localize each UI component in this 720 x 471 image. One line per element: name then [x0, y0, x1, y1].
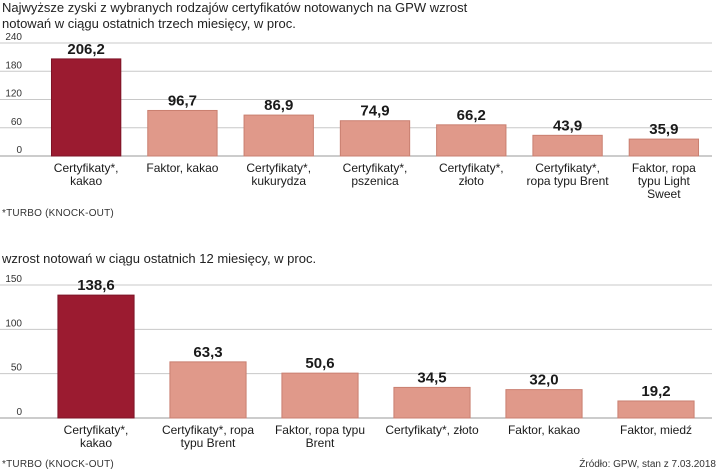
chart1-ytick-60: 60 — [11, 117, 23, 128]
chart1-bar-1 — [147, 109, 218, 157]
chart2-category-label-1-1: typu Brent — [181, 436, 236, 450]
chart1-category-label-3-0: Certyfikaty*, — [343, 161, 408, 175]
chart2-footnote: *TURBO (KNOCK-OUT) — [2, 459, 114, 470]
chart2-category-label-4-0: Faktor, kakao — [508, 423, 580, 437]
chart2-value-label-2: 50,6 — [305, 355, 334, 372]
chart1-category-label-5-0: Certyfikaty*, — [535, 161, 600, 175]
chart2-category-label-0-1: kakao — [80, 436, 112, 450]
chart1-ytick-180: 180 — [5, 60, 22, 71]
chart1-category-label-0-0: Certyfikaty*, — [54, 161, 119, 175]
chart2-bar-1 — [169, 361, 247, 419]
chart1-bar-4 — [436, 124, 507, 157]
chart1-value-label-4: 66,2 — [457, 107, 486, 124]
chart1-bar-2 — [243, 114, 314, 157]
chart1-value-label-0: 206,2 — [67, 41, 105, 58]
chart1-category-label-0-1: kakao — [70, 174, 102, 188]
chart2-ytick-100: 100 — [5, 318, 22, 329]
chart2-bar-5 — [617, 400, 695, 419]
chart2-bar-4 — [505, 389, 583, 419]
chart1-title: Najwyższe zyski z wybranych rodzajów cer… — [2, 0, 468, 31]
chart1-category-label-4-0: Certyfikaty*, — [439, 161, 504, 175]
chart2-title: wzrost notowań w ciągu ostatnich 12 mies… — [2, 251, 317, 266]
chart1-value-label-6: 35,9 — [649, 121, 678, 138]
chart1-category-label-2-0: Certyfikaty*, — [246, 161, 311, 175]
source-note: Źródło: GPW, stan z 7.03.2018 — [579, 459, 716, 470]
chart1-bar-0 — [50, 58, 122, 157]
chart1-category-label-5-1: ropa typu Brent — [527, 174, 610, 188]
chart2-value-label-1: 63,3 — [193, 344, 222, 361]
chart1-bar-5 — [532, 134, 603, 157]
chart2-bar-0 — [57, 294, 135, 419]
chart2-value-label-5: 19,2 — [641, 383, 670, 400]
chart1-ytick-240: 240 — [5, 32, 22, 43]
chart1-category-label-2-1: kukurydza — [251, 174, 306, 188]
chart1-bar-6 — [628, 138, 700, 157]
chart1-value-label-3: 74,9 — [360, 103, 389, 120]
chart1-bar-3 — [339, 120, 411, 157]
chart2-value-label-0: 138,6 — [77, 277, 115, 294]
chart1-category-label-6-1: typu Light — [638, 174, 691, 188]
chart1-ytick-0: 0 — [16, 145, 22, 156]
chart2-bar-2 — [281, 372, 359, 419]
chart2-category-label-5-0: Faktor, miedź — [620, 423, 692, 437]
chart1-value-label-5: 43,9 — [553, 117, 582, 134]
chart1-ytick-120: 120 — [5, 89, 22, 100]
chart2-category-label-1-0: Certyfikaty*, ropa — [162, 423, 254, 437]
chart1-category-label-6-2: Sweet — [647, 187, 681, 201]
chart2-category-label-2-0: Faktor, ropa typu — [275, 423, 365, 437]
chart1-value-label-1: 96,7 — [168, 92, 197, 109]
chart1-category-label-6-0: Faktor, ropa — [632, 161, 696, 175]
chart1-footnote: *TURBO (KNOCK-OUT) — [2, 208, 114, 219]
chart1-category-label-1-0: Faktor, kakao — [146, 161, 218, 175]
chart1-category-label-4-1: złoto — [459, 174, 485, 188]
chart1-value-label-2: 86,9 — [264, 97, 293, 114]
chart2-value-label-3: 34,5 — [417, 369, 446, 386]
chart2-bar-3 — [393, 386, 471, 419]
chart2-category-label-2-1: Brent — [306, 436, 335, 450]
chart2-ytick-0: 0 — [16, 407, 22, 418]
chart2-value-label-4: 32,0 — [529, 372, 558, 389]
chart2-category-label-3-0: Certyfikaty*, złoto — [385, 423, 479, 437]
chart1-category-label-3-1: pszenica — [351, 174, 399, 188]
chart2-ytick-50: 50 — [11, 363, 23, 374]
chart2-category-label-0-0: Certyfikaty*, — [64, 423, 129, 437]
chart2-ytick-150: 150 — [5, 274, 22, 285]
